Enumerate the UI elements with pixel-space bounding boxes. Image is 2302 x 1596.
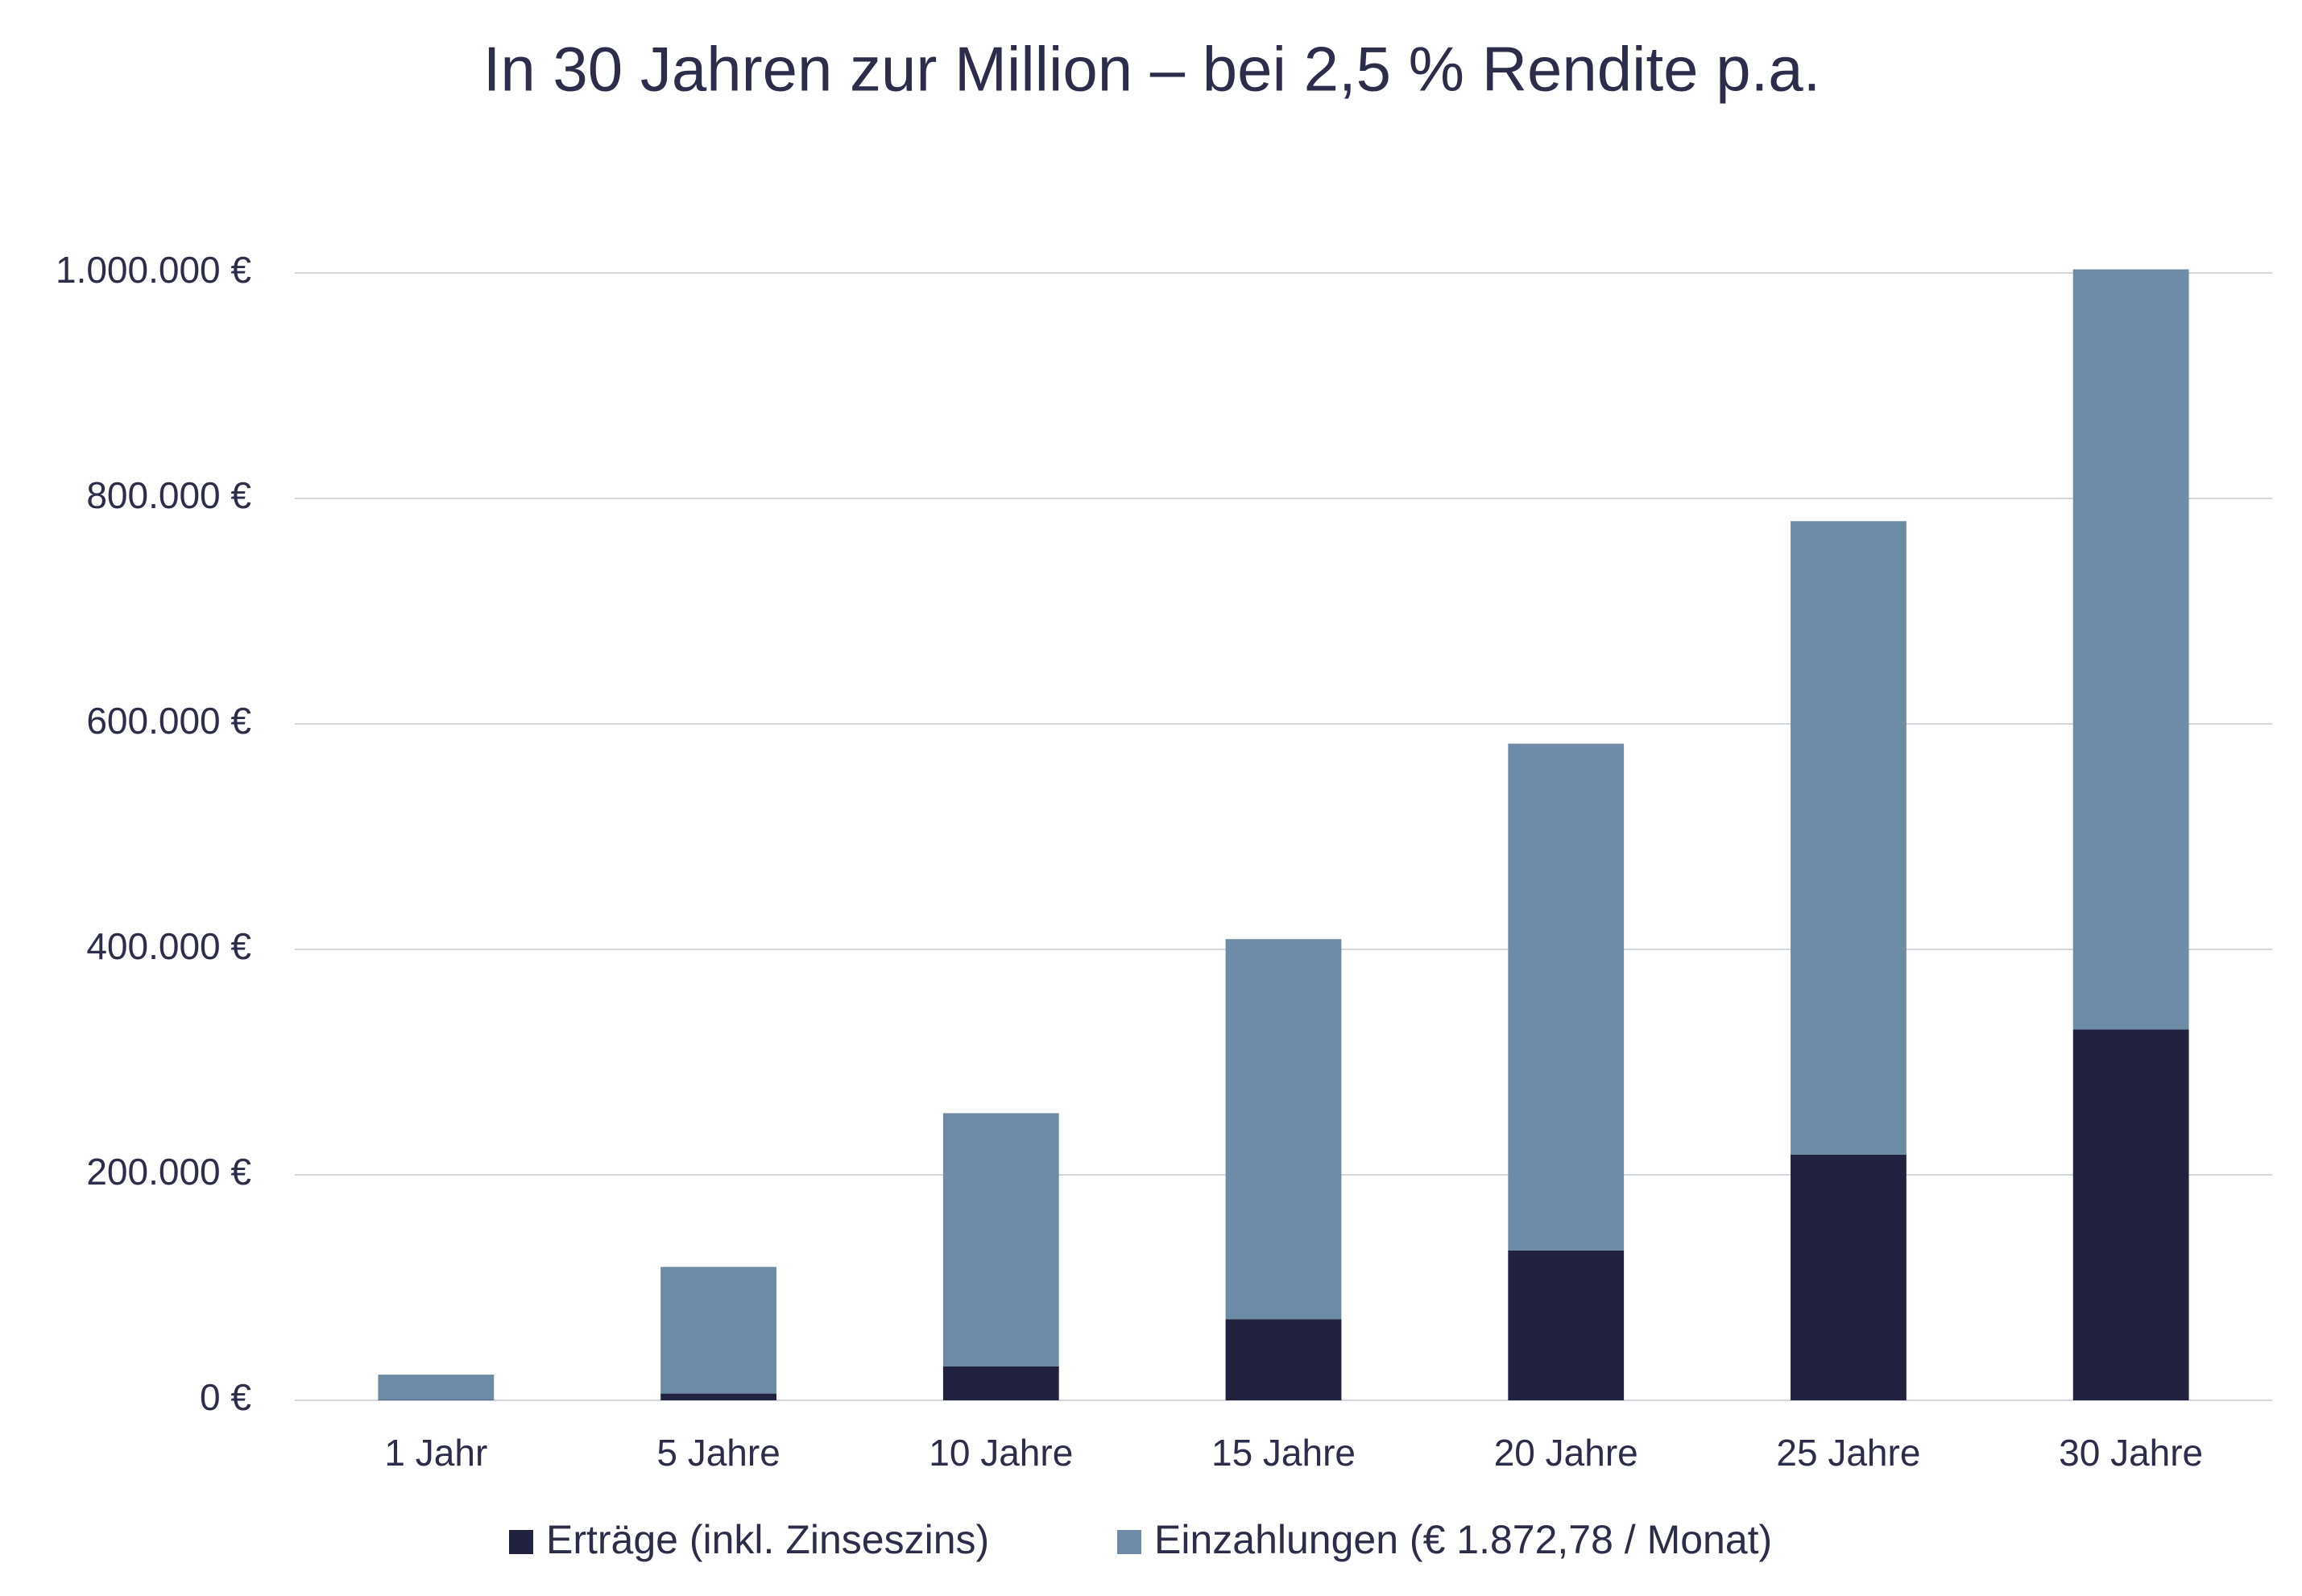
- chart-title: In 30 Jahren zur Million – bei 2,5 % Ren…: [483, 34, 1821, 105]
- bar-segment: [1791, 1154, 1907, 1400]
- x-tick-label: 20 Jahre: [1494, 1432, 1638, 1474]
- y-tick-label: 0 €: [200, 1376, 251, 1418]
- bar-segment: [1508, 743, 1625, 1251]
- y-tick-label: 600.000 €: [86, 700, 251, 742]
- bar-segment: [942, 1367, 1059, 1400]
- x-tick-label: 1 Jahr: [384, 1432, 487, 1474]
- x-tick-label: 30 Jahre: [2059, 1432, 2203, 1474]
- y-tick-label: 400.000 €: [86, 925, 251, 967]
- bar-segment: [942, 1113, 1059, 1367]
- legend-label: Erträge (inkl. Zinseszins): [546, 1517, 989, 1562]
- bar-segment: [1791, 521, 1907, 1155]
- x-tick-label: 10 Jahre: [929, 1432, 1073, 1474]
- bar-segment: [1225, 939, 1342, 1320]
- x-tick-label: 5 Jahre: [656, 1432, 780, 1474]
- x-tick-label: 15 Jahre: [1211, 1432, 1356, 1474]
- legend-swatch: [509, 1530, 533, 1554]
- y-tick-label: 200.000 €: [86, 1151, 251, 1193]
- bar-segment: [660, 1393, 776, 1400]
- bar-segment: [1508, 1250, 1625, 1400]
- bar-segment: [660, 1267, 776, 1394]
- y-tick-label: 1.000.000 €: [56, 249, 251, 291]
- legend-label: Einzahlungen (€ 1.872,78 / Monat): [1154, 1517, 1772, 1562]
- bar-segment: [1225, 1319, 1342, 1400]
- y-tick-label: 800.000 €: [86, 474, 251, 516]
- bar-segment: [2072, 1029, 2189, 1400]
- legend-swatch: [1117, 1530, 1141, 1554]
- bar-segment: [378, 1375, 495, 1400]
- bar-segment: [2072, 269, 2189, 1030]
- x-tick-label: 25 Jahre: [1776, 1432, 1920, 1474]
